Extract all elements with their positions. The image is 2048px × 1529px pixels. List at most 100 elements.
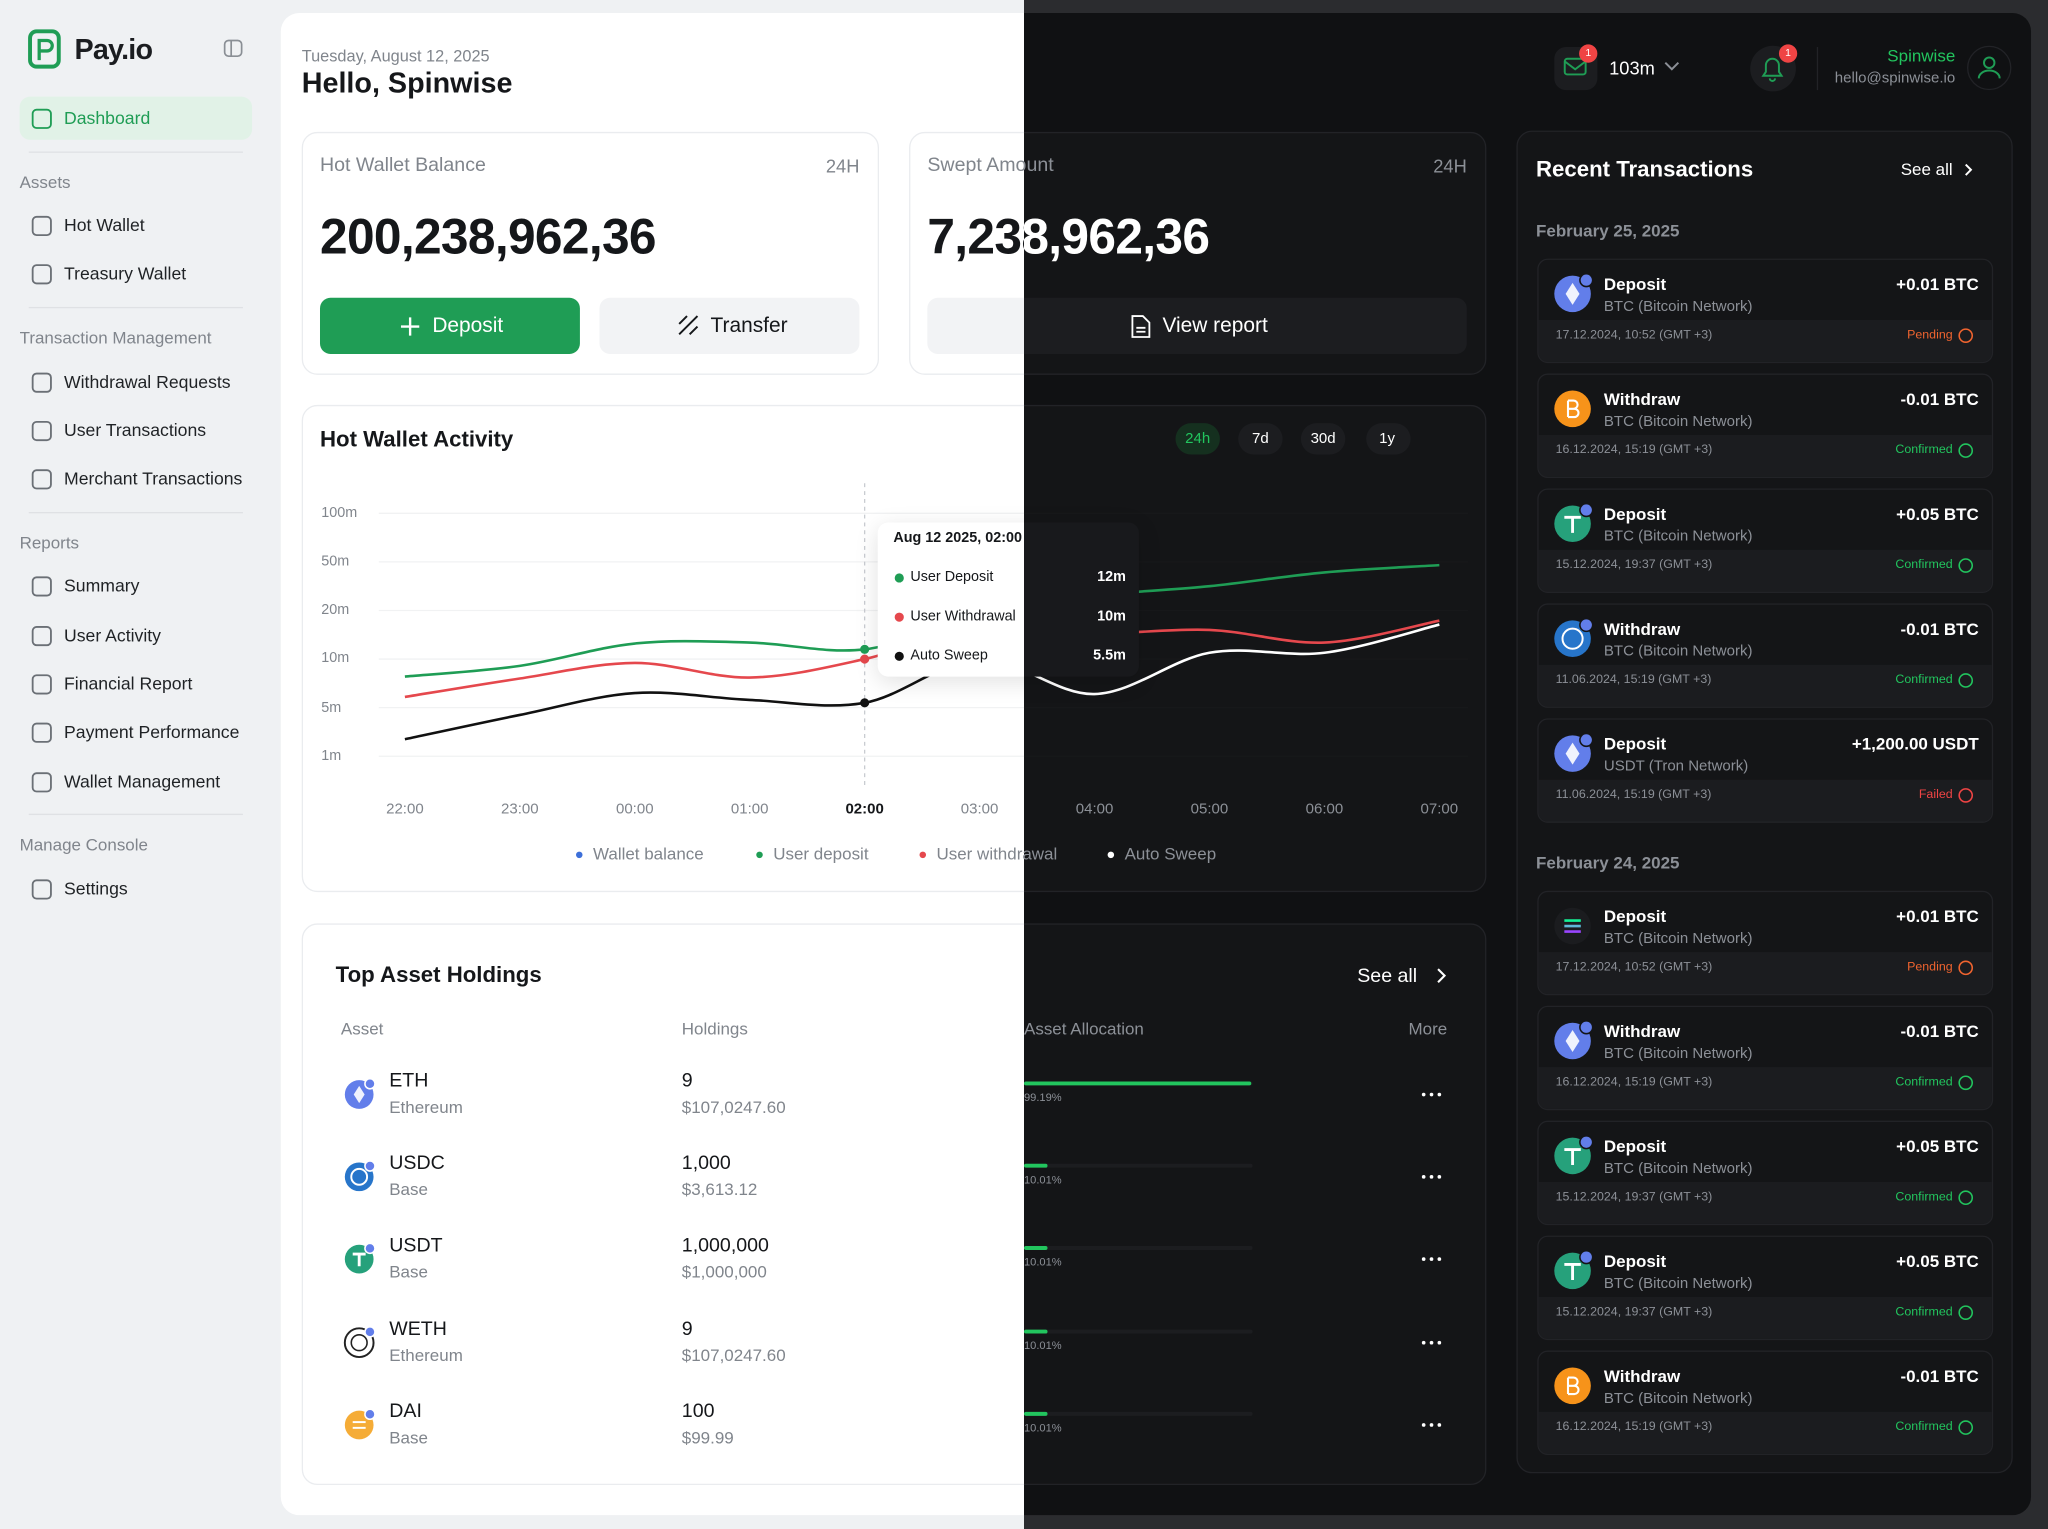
range-option[interactable]: 30d bbox=[1310, 430, 1336, 447]
status-icon bbox=[1958, 673, 1974, 688]
coin-glyph bbox=[1564, 1263, 1581, 1280]
nav-icon bbox=[31, 264, 52, 285]
nav-item[interactable]: Settings bbox=[63, 879, 128, 899]
avatar[interactable] bbox=[1967, 45, 2012, 91]
more-dot bbox=[1437, 1340, 1442, 1345]
nav-item[interactable]: User Transactions bbox=[63, 420, 207, 441]
holdings-card bbox=[1023, 923, 1487, 1486]
asset-name: Base bbox=[389, 1426, 428, 1447]
transaction-amount: +0.05 BTC bbox=[1896, 1250, 1979, 1271]
user-email: hello@spinwise.io bbox=[1834, 69, 1956, 86]
see-all[interactable]: See all bbox=[1357, 965, 1418, 988]
x-tick-label: 07:00 bbox=[1420, 801, 1459, 817]
status-icon bbox=[1958, 788, 1974, 803]
tooltip bbox=[1023, 522, 1139, 677]
transaction-type: Withdraw bbox=[1603, 388, 1681, 409]
asset-name: Base bbox=[389, 1178, 428, 1199]
deposit-button[interactable] bbox=[319, 297, 580, 354]
transaction-time: 15.12.2024, 19:37 (GMT +3) bbox=[1555, 1304, 1713, 1319]
nav-section: Transaction Management bbox=[19, 327, 212, 347]
asset-symbol: USDC bbox=[389, 1152, 445, 1175]
legend-label: User withdrawal bbox=[1024, 843, 1057, 865]
allocation-label: 10.01% bbox=[1023, 1339, 1062, 1353]
more-dot bbox=[1421, 1174, 1426, 1179]
x-tick-label: 23:00 bbox=[501, 801, 539, 817]
allocation-track bbox=[1023, 1329, 1253, 1334]
status-icon bbox=[1958, 328, 1974, 343]
mail-icon bbox=[1563, 57, 1587, 76]
hover-marker bbox=[860, 698, 870, 708]
nav-item[interactable]: Wallet Management bbox=[63, 772, 221, 792]
transaction-amount: +0.01 BTC bbox=[1896, 905, 1979, 926]
legend-dot bbox=[1106, 850, 1114, 858]
x-tick-label: 22:00 bbox=[386, 801, 424, 817]
coin-glyph bbox=[1564, 515, 1581, 533]
coin-glyph bbox=[353, 1085, 365, 1104]
coin-badge bbox=[1579, 502, 1594, 518]
transaction-time: 16.12.2024, 15:19 (GMT +3) bbox=[1555, 442, 1713, 457]
coin-badge bbox=[1579, 272, 1594, 288]
button-label[interactable]: View report bbox=[1162, 314, 1268, 337]
transaction-network: BTC (Bitcoin Network) bbox=[1603, 1390, 1753, 1407]
transaction-network: BTC (Bitcoin Network) bbox=[1603, 413, 1753, 430]
coin-glyph bbox=[1564, 1148, 1581, 1166]
badge-count: 1 bbox=[1585, 46, 1592, 59]
more-dot bbox=[1429, 1423, 1434, 1427]
transactions-title: Recent Transactions bbox=[1535, 156, 1754, 182]
header-divider bbox=[1816, 47, 1819, 91]
view-report-button[interactable] bbox=[1023, 297, 1467, 354]
button-label[interactable]: Transfer bbox=[710, 314, 788, 337]
transaction-type: Withdraw bbox=[1603, 1020, 1681, 1041]
asset-name: Ethereum bbox=[389, 1344, 463, 1365]
range-option[interactable]: 24h bbox=[1185, 430, 1211, 447]
button-label[interactable]: Deposit bbox=[432, 314, 504, 337]
nav-item[interactable]: Treasury Wallet bbox=[63, 264, 187, 284]
tooltip-title: Aug 12 2025, 02:00 bbox=[893, 530, 1022, 546]
coin-glyph bbox=[1565, 742, 1580, 765]
holdings-title: Top Asset Holdings bbox=[335, 962, 542, 988]
x-tick-label: 03:00 bbox=[960, 801, 999, 817]
allocation-bar bbox=[1023, 1411, 1047, 1416]
asset-symbol: ETH bbox=[389, 1070, 429, 1093]
status-icon bbox=[1958, 443, 1974, 458]
nav-section: Assets bbox=[19, 171, 71, 192]
nav-icon bbox=[31, 879, 52, 900]
transaction-network: USDT (Tron Network) bbox=[1603, 758, 1749, 774]
nav-item[interactable]: Hot Wallet bbox=[63, 215, 145, 236]
see-all[interactable]: See all bbox=[1900, 158, 1953, 179]
nav-item[interactable]: Summary bbox=[63, 576, 140, 596]
range-option[interactable]: 7d bbox=[1252, 430, 1269, 447]
legend-dot bbox=[575, 850, 582, 858]
transaction-network: BTC (Bitcoin Network) bbox=[1603, 528, 1753, 545]
allocation-label: 99.19% bbox=[1023, 1091, 1062, 1105]
holding-amount: 100 bbox=[681, 1400, 715, 1423]
transaction-network: BTC (Bitcoin Network) bbox=[1603, 930, 1753, 947]
transaction-strip bbox=[1538, 952, 1992, 994]
nav-item[interactable]: Merchant Transactions bbox=[63, 469, 243, 489]
group-date: February 24, 2025 bbox=[1535, 852, 1680, 872]
chevron bbox=[1965, 163, 1973, 176]
transaction-time: 11.06.2024, 15:19 (GMT +3) bbox=[1555, 787, 1712, 802]
nav-divider bbox=[28, 306, 243, 309]
nav-active[interactable] bbox=[19, 96, 253, 140]
tooltip-value: 5.5m bbox=[1093, 647, 1126, 664]
allocation-label: 10.01% bbox=[1023, 1421, 1062, 1435]
report-icon bbox=[1131, 315, 1151, 338]
nav-item[interactable]: Payment Performance bbox=[63, 722, 240, 743]
transaction-amount: -0.01 BTC bbox=[1900, 388, 1979, 409]
nav-item[interactable]: User Activity bbox=[63, 625, 161, 646]
transfer-button[interactable] bbox=[599, 297, 860, 354]
range-option[interactable]: 1y bbox=[1379, 430, 1396, 447]
volume[interactable]: 103m bbox=[1609, 57, 1655, 79]
transaction-status: Pending bbox=[1907, 327, 1953, 342]
nav-item[interactable]: Dashboard bbox=[63, 108, 151, 129]
allocation-bar bbox=[1023, 1081, 1251, 1086]
coin-glyph bbox=[1565, 282, 1580, 305]
x-tick-label: 05:00 bbox=[1190, 801, 1229, 817]
transaction-network: BTC (Bitcoin Network) bbox=[1603, 1160, 1753, 1177]
nav-item[interactable]: Withdrawal Requests bbox=[63, 372, 231, 393]
holding-value: $107,0247.60 bbox=[681, 1096, 786, 1117]
collapse-icon bbox=[223, 39, 243, 58]
nav-item[interactable]: Financial Report bbox=[63, 674, 193, 694]
